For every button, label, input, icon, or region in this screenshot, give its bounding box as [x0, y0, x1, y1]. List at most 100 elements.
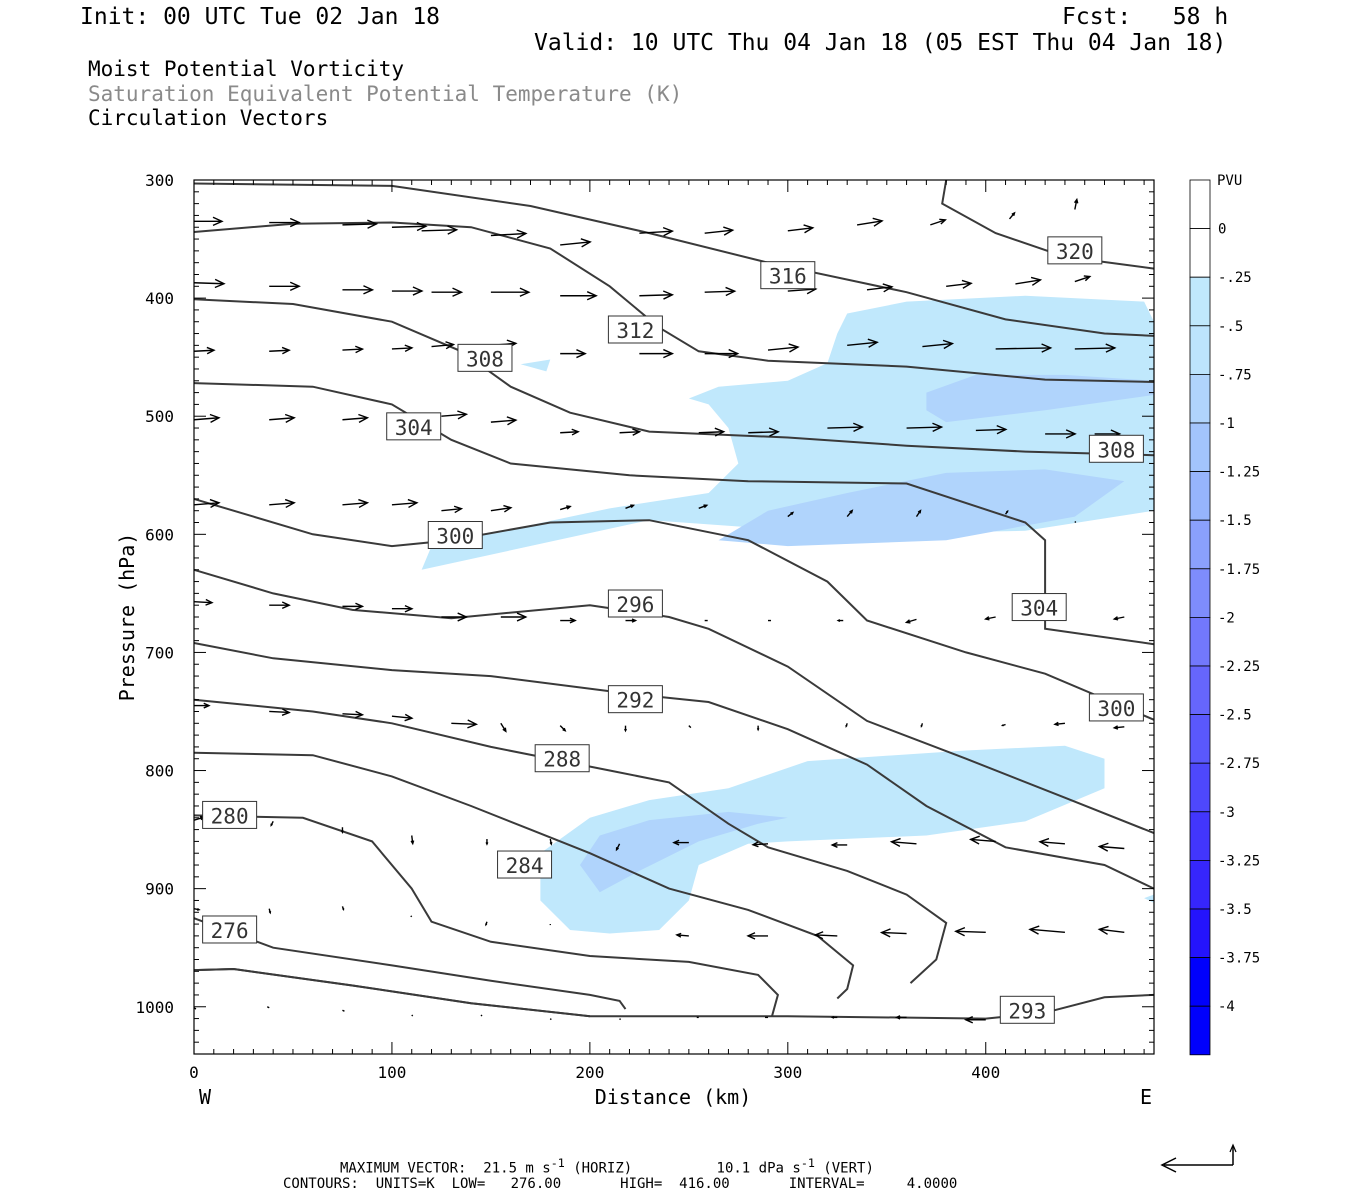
colorbar-label: -.5: [1218, 319, 1243, 335]
colorbar-swatch: [1189, 617, 1211, 667]
wind-vector: [560, 349, 587, 359]
wind-vector: [1028, 925, 1065, 935]
contour-label-box: [1011, 593, 1067, 622]
wind-vector: [194, 702, 211, 709]
wind-vector: [968, 835, 996, 845]
colorbar-label: -2.5: [1218, 708, 1252, 724]
vert-label: (VERT): [823, 1160, 874, 1177]
wind-vector: [341, 827, 344, 834]
contour-label-box: [760, 261, 816, 290]
west-label: W: [199, 1085, 212, 1109]
wind-vector: [922, 339, 955, 350]
wind-vector: [1008, 211, 1016, 220]
y-tick-label: 1000: [135, 998, 174, 1017]
mpv-region: [926, 374, 1154, 423]
wind-vector: [193, 498, 221, 509]
wind-vector: [560, 428, 580, 436]
wind-vector: [615, 843, 621, 852]
mpv-region: [718, 469, 1125, 547]
wind-vector: [1045, 429, 1077, 439]
colorbar-label: -4: [1218, 999, 1235, 1015]
wind-vector: [1000, 723, 1006, 727]
wind-vector: [431, 287, 464, 297]
wind-vector: [847, 338, 879, 348]
wind-vector: [193, 346, 216, 355]
theta-e-contour: [193, 298, 1155, 457]
colorbar-label: -2.75: [1218, 756, 1260, 772]
colorbar-label: -1.75: [1218, 562, 1260, 578]
wind-vector: [846, 509, 854, 518]
colorbar-label: -.75: [1218, 367, 1252, 383]
wind-vector: [269, 346, 291, 355]
contour-label: 288: [543, 748, 581, 772]
colorbar-swatch: [1189, 714, 1211, 764]
colorbar-swatch: [1189, 568, 1211, 618]
wind-vector: [920, 723, 924, 728]
wind-vector: [975, 424, 1008, 435]
wind-vector: [756, 725, 760, 732]
colorbar-swatch: [1189, 665, 1211, 715]
contour-label: 300: [436, 525, 474, 549]
contour-label: 296: [616, 593, 654, 617]
wind-vector: [1112, 616, 1125, 621]
contour-label-box: [427, 521, 483, 550]
wind-vector: [410, 835, 415, 846]
wind-vector: [787, 511, 795, 518]
wind-vector: [421, 225, 459, 235]
field-title-mpv: Moist Potential Vorticity: [88, 57, 405, 81]
colorbar-label: -1.5: [1218, 513, 1252, 529]
wind-vector: [549, 1018, 552, 1021]
wind-vector: [856, 217, 884, 227]
theta-e-contour: [193, 642, 1155, 890]
wind-vector: [889, 837, 917, 848]
colorbar-unit: PVU: [1217, 173, 1242, 189]
colorbar-swatch: [1189, 325, 1211, 375]
wind-vector: [560, 291, 598, 301]
wind-vector: [894, 1015, 907, 1020]
wind-vector: [746, 932, 769, 940]
wind-vector: [639, 348, 675, 359]
theta-e-contour: [193, 917, 627, 1010]
colorbar: 0 -.25 -.5 -.75 -1 -1.25 -1.5 -1.75 -2 -2.25 -2.5 -…: [1189, 179, 1260, 1056]
wind-vector: [1112, 725, 1125, 730]
mpv-region: [540, 745, 1105, 934]
wind-vector: [194, 216, 224, 227]
wind-vector: [269, 217, 301, 228]
wind-vector: [879, 928, 907, 938]
wind-vector: [266, 1006, 270, 1009]
mpv-shading: [421, 295, 1154, 934]
wind-vector: [342, 219, 379, 229]
wind-vector: [787, 224, 815, 234]
wind-vector: [559, 725, 567, 732]
y-axis-label: Pressure (hPa): [115, 533, 139, 702]
field-title-theta-e: Saturation Equivalent Potential Temperat…: [88, 82, 683, 106]
theta-e-contour: [193, 568, 1155, 835]
wind-vector: [995, 343, 1053, 353]
contour-label: 308: [466, 347, 504, 371]
forecast-hour: Fcst: 58 h: [1062, 4, 1229, 30]
theta-e-contours: [193, 179, 1155, 1020]
wind-vector: [391, 221, 428, 232]
x-tick-label: 100: [377, 1063, 406, 1082]
colorbar-label: -1: [1218, 416, 1235, 432]
colorbar-label: -1.25: [1218, 465, 1260, 481]
east-label: E: [1140, 1085, 1152, 1109]
wind-vector: [342, 413, 370, 424]
colorbar-label: -2.25: [1218, 659, 1260, 675]
contour-label: 316: [769, 265, 807, 289]
wind-vector: [490, 287, 531, 297]
wind-vector: [490, 416, 518, 426]
wind-vector: [270, 821, 274, 827]
wind-vector: [1053, 721, 1065, 727]
wind-vector: [704, 226, 735, 236]
wind-vector: [751, 841, 769, 848]
wind-vector: [560, 617, 577, 624]
wind-vector: [767, 343, 800, 353]
wind-vector: [1074, 521, 1077, 524]
colorbar-swatch: [1189, 1005, 1211, 1056]
wind-vector: [391, 286, 424, 296]
wind-vector: [946, 279, 973, 289]
wind-vector: [451, 719, 479, 729]
wind-vector: [342, 710, 365, 719]
axis-ticks: 300 400 500 600 700 800 900 1000 0 100 200 300 400: [135, 171, 1154, 1082]
